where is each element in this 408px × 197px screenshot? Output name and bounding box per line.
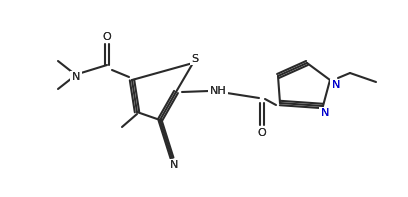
Text: N: N [332, 80, 340, 90]
Text: NH: NH [209, 86, 227, 96]
Text: NH: NH [210, 86, 226, 96]
Text: N: N [321, 108, 329, 118]
Text: S: S [191, 54, 199, 64]
Text: N: N [320, 108, 330, 118]
Text: N: N [170, 160, 178, 170]
Text: O: O [103, 32, 111, 42]
Text: N: N [71, 72, 81, 82]
Text: N: N [332, 80, 340, 90]
Text: N: N [170, 160, 178, 170]
Text: NH: NH [210, 86, 226, 96]
Text: N: N [72, 72, 80, 82]
Text: O: O [257, 128, 267, 138]
Text: N: N [169, 160, 179, 170]
Text: O: O [102, 32, 112, 42]
Text: N: N [321, 108, 329, 118]
Text: N: N [331, 80, 341, 90]
Text: O: O [103, 32, 111, 42]
Text: S: S [191, 54, 199, 64]
Text: S: S [191, 54, 199, 64]
Text: O: O [257, 128, 266, 138]
Text: N: N [72, 72, 80, 82]
Text: O: O [257, 128, 266, 138]
